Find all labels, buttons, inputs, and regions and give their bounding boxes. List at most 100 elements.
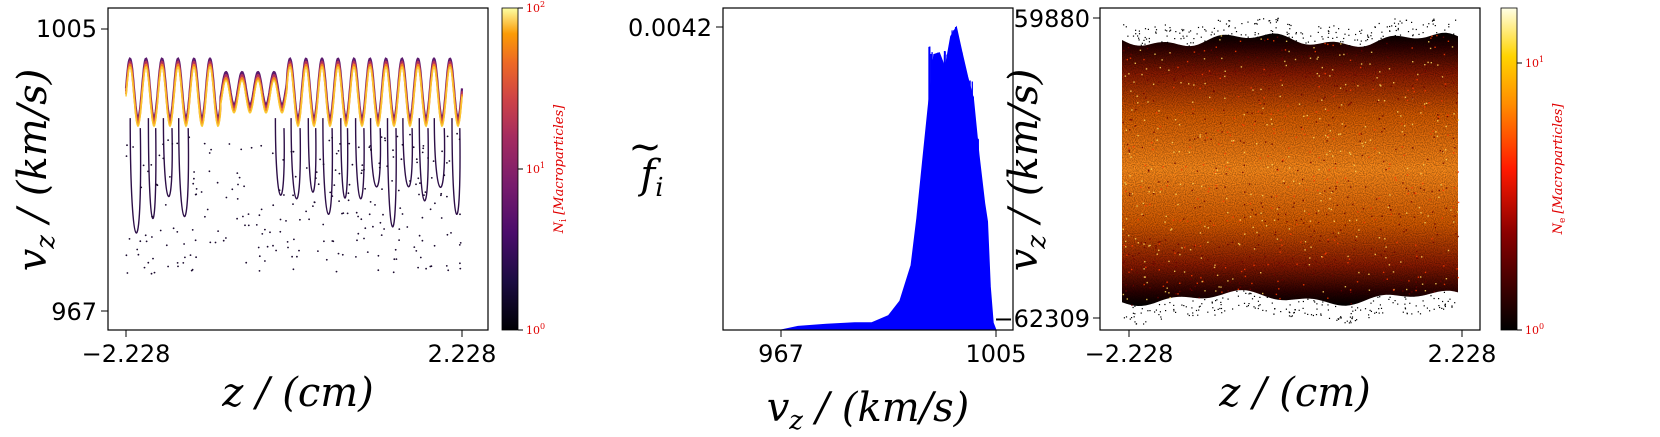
electron-phase-space-point bbox=[1166, 30, 1168, 32]
electron-phase-space-point bbox=[1454, 147, 1456, 149]
electron-phase-space-point bbox=[1368, 156, 1370, 158]
electron-phase-space-point bbox=[1195, 309, 1198, 312]
ion-phase-space-lobe bbox=[451, 118, 461, 215]
electron-phase-space-point bbox=[1199, 134, 1201, 136]
electron-phase-space-point bbox=[1445, 278, 1448, 280]
electron-colorbar-label: Ne [Macroparticles] bbox=[1551, 103, 1568, 236]
electron-phase-space-point bbox=[1239, 140, 1242, 142]
ion-phase-space-point bbox=[400, 158, 403, 161]
electron-phase-space-point bbox=[1453, 221, 1455, 223]
electron-phase-space-point bbox=[1288, 33, 1290, 35]
electron-phase-space-point bbox=[1138, 39, 1140, 41]
ion-phase-space-point bbox=[419, 182, 421, 185]
electron-phase-space-point bbox=[1337, 242, 1339, 245]
electron-phase-space-point bbox=[1288, 228, 1291, 230]
ion-phase-space-point bbox=[415, 183, 417, 186]
electron-phase-space-point bbox=[1430, 37, 1432, 39]
electron-phase-space-point bbox=[1148, 37, 1150, 40]
electron-phase-space-point bbox=[1326, 140, 1328, 142]
electron-phase-space-point bbox=[1224, 186, 1226, 188]
ion-phase-space-point bbox=[346, 212, 349, 215]
electron-phase-space-point bbox=[1171, 141, 1174, 144]
electron-phase-space-point bbox=[1198, 306, 1200, 308]
electron-phase-space-point bbox=[1256, 231, 1258, 234]
electron-phase-space-point bbox=[1448, 23, 1450, 25]
electron-phase-space-point bbox=[1280, 311, 1282, 313]
ion-xtick-label-right: 2.228 bbox=[428, 340, 497, 368]
electron-phase-space-point bbox=[1348, 152, 1351, 154]
electron-phase-space-point bbox=[1360, 309, 1362, 311]
electron-phase-space-point bbox=[1355, 170, 1357, 173]
electron-phase-space-point bbox=[1201, 73, 1204, 76]
electron-phase-space-point bbox=[1138, 33, 1141, 35]
ion-phase-space-point bbox=[458, 138, 461, 141]
ion-colorbar-label: Ni [Macroparticles] bbox=[552, 104, 569, 234]
ion-phase-space-point bbox=[243, 185, 246, 188]
electron-phase-space-point bbox=[1386, 278, 1388, 280]
ion-phase-space-point bbox=[261, 233, 264, 235]
ion-phase-space-point bbox=[334, 169, 337, 172]
electron-phase-space-point bbox=[1397, 303, 1399, 305]
electron-phase-space-point bbox=[1368, 314, 1370, 316]
electron-phase-space-point bbox=[1192, 101, 1194, 103]
electron-phase-space-point bbox=[1408, 293, 1411, 295]
electron-phase-space-point bbox=[1399, 34, 1402, 36]
electron-phase-space-point bbox=[1247, 36, 1249, 38]
electron-phase-space-point bbox=[1129, 57, 1132, 59]
electron-phase-space-point bbox=[1452, 275, 1454, 277]
electron-phase-space-point bbox=[1254, 34, 1256, 36]
electron-phase-space-point bbox=[1332, 117, 1334, 119]
electron-phase-space-point bbox=[1219, 60, 1222, 62]
electron-phase-space-point bbox=[1239, 286, 1241, 288]
ion-phase-space-point bbox=[422, 145, 425, 147]
electron-phase-space-point bbox=[1310, 161, 1312, 164]
ion-phase-space-point bbox=[188, 136, 191, 139]
electron-phase-space-point bbox=[1165, 215, 1167, 217]
electron-phase-space-point bbox=[1423, 305, 1425, 307]
ion-phase-space-point bbox=[192, 182, 195, 185]
electron-phase-space-point bbox=[1405, 229, 1408, 231]
electron-phase-space-point bbox=[1216, 274, 1219, 276]
electron-phase-space-point bbox=[1131, 119, 1133, 121]
electron-phase-space-point bbox=[1263, 68, 1265, 71]
electron-phase-space-point bbox=[1360, 40, 1362, 42]
electron-phase-space-point bbox=[1369, 139, 1372, 141]
ion-phase-space-point bbox=[378, 166, 381, 169]
electron-phase-space-point bbox=[1135, 33, 1137, 35]
electron-phase-space-point bbox=[1389, 194, 1391, 196]
electron-phase-space-point bbox=[1243, 151, 1246, 154]
electron-phase-space-point bbox=[1132, 306, 1134, 309]
electron-phase-space-point bbox=[1272, 33, 1274, 35]
electron-phase-space-point bbox=[1328, 169, 1330, 171]
electron-phase-space-point bbox=[1204, 290, 1206, 292]
ion-phase-space-point bbox=[206, 208, 209, 211]
electron-phase-space-point bbox=[1389, 25, 1391, 28]
electron-phase-space-point bbox=[1144, 43, 1146, 45]
electron-phase-space-point bbox=[1159, 66, 1161, 69]
ion-ytick-label-bottom: 967 bbox=[51, 298, 97, 326]
electron-phase-space-point bbox=[1333, 220, 1335, 222]
electron-phase-space-point bbox=[1138, 37, 1140, 39]
electron-phase-space-point bbox=[1255, 213, 1257, 216]
electron-phase-space-point bbox=[1451, 305, 1453, 307]
electron-phase-space-point bbox=[1416, 79, 1418, 81]
electron-phase-space-point bbox=[1344, 33, 1346, 35]
electron-phase-space-point bbox=[1122, 228, 1124, 230]
electron-phase-space-point bbox=[1308, 264, 1311, 266]
electron-phase-space-point bbox=[1390, 209, 1392, 211]
electron-phase-space-point bbox=[1335, 235, 1337, 238]
electron-phase-space-point bbox=[1198, 53, 1200, 55]
electron-phase-space-point bbox=[1438, 116, 1440, 118]
electron-phase-space-point bbox=[1155, 247, 1157, 249]
electron-phase-space-point bbox=[1227, 243, 1229, 246]
electron-phase-space-point bbox=[1145, 38, 1148, 40]
ion-phase-space-lobe bbox=[290, 118, 302, 200]
electron-phase-space-point bbox=[1135, 323, 1137, 325]
electron-phase-space-point bbox=[1183, 29, 1185, 31]
electron-phase-space-point bbox=[1281, 244, 1283, 246]
electron-phase-space-point bbox=[1179, 32, 1181, 34]
electron-phase-space-point bbox=[1214, 264, 1216, 266]
ion-phase-space-point bbox=[381, 188, 383, 191]
electron-phase-space-point bbox=[1296, 223, 1298, 226]
electron-phase-space-point bbox=[1313, 230, 1315, 232]
